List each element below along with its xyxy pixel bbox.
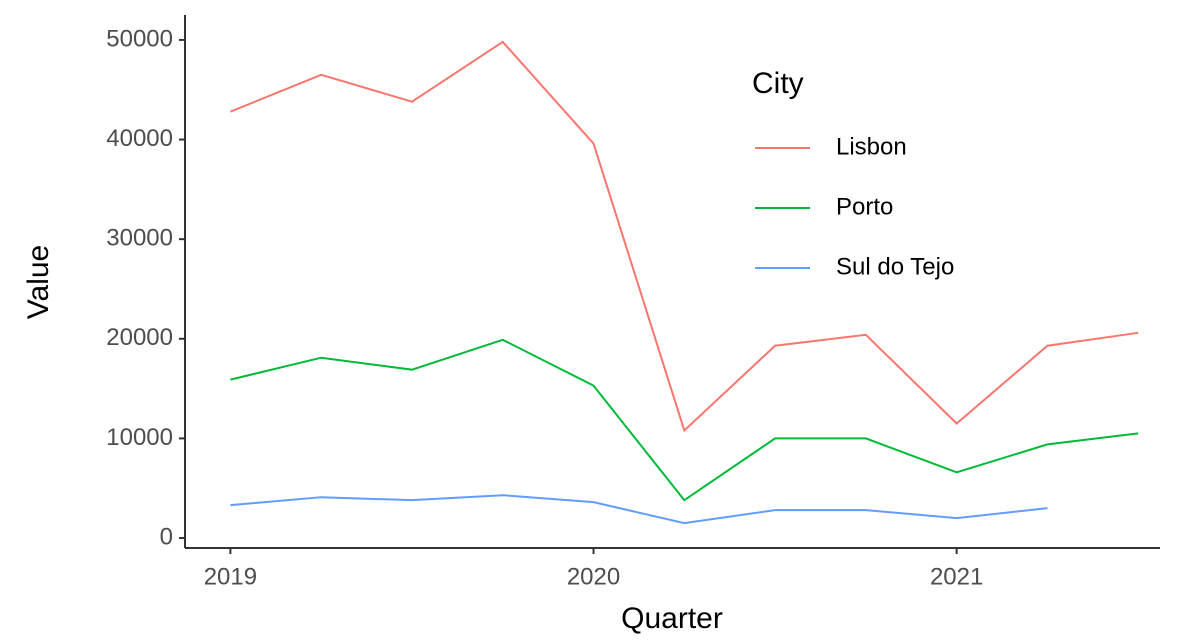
x-axis-title: Quarter [621,602,723,635]
line-series [230,338,1139,502]
y-axis-title: Value [22,245,55,320]
y-tick-label: 40000 [106,125,173,152]
y-tick-label: 50000 [106,25,173,52]
legend-title: City [752,67,804,100]
legend-label: Sul do Tejo [836,253,954,280]
y-tick-label: 0 [160,523,173,550]
x-tick-label: 2020 [567,563,620,590]
x-tick-label: 2019 [204,563,257,590]
x-tick-label: 2021 [930,563,983,590]
legend-label: Lisbon [836,133,907,160]
y-tick-label: 30000 [106,225,173,252]
line-series [230,494,1048,525]
legend-label: Porto [836,193,893,220]
y-tick-label: 20000 [106,324,173,351]
y-tick-label: 10000 [106,424,173,451]
line-series [230,40,1139,433]
